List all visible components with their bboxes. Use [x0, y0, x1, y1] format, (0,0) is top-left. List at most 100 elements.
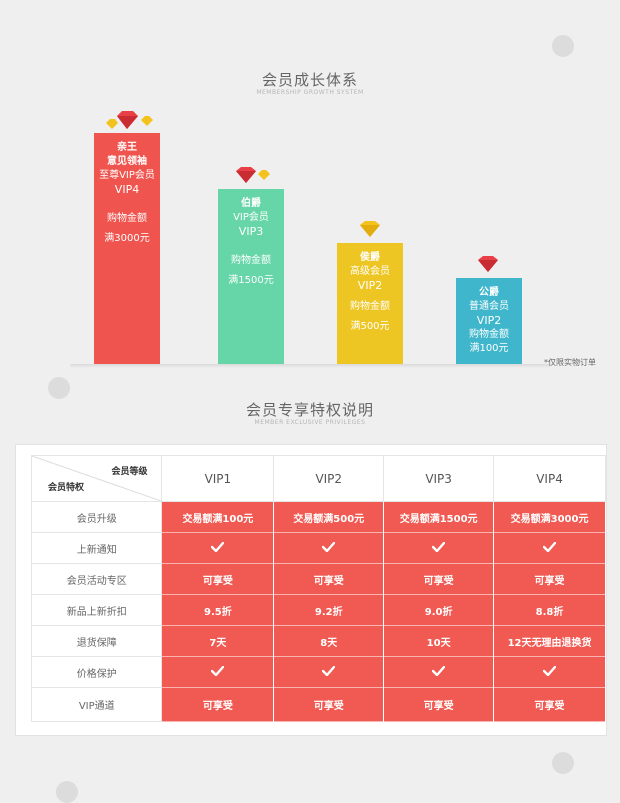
tier-amount: 满500元	[350, 321, 390, 332]
checkmark-icon	[431, 541, 446, 555]
tier-line2: 意见领袖	[107, 156, 147, 167]
privilege-cell: 9.5折	[161, 594, 275, 626]
check-cell	[493, 656, 606, 688]
growth-bars: 亲王 意见领袖 至尊VIP会员 VIP4 购物金额 满3000元 伯爵 VIP会…	[0, 0, 620, 380]
privilege-cell: 8.8折	[493, 594, 606, 626]
tier-line3: 高级会员	[350, 266, 390, 277]
privilege-cell: 10天	[383, 625, 495, 657]
diamond-icon	[477, 255, 499, 277]
footnote: *仅限实物订单	[544, 358, 596, 367]
tier-rank: 亲王	[117, 142, 137, 153]
checkmark-icon	[322, 665, 336, 679]
privilege-cell: 可享受	[383, 687, 495, 722]
check-cell	[161, 656, 275, 688]
tier-bar-vip4: 亲王 意见领袖 至尊VIP会员 VIP4 购物金额 满3000元	[94, 133, 160, 366]
privilege-cell: 可享受	[493, 687, 606, 722]
table-row: VIP通道 可享受 可享受 可享受 可享受	[30, 687, 606, 722]
row-label: VIP通道	[30, 687, 163, 722]
row-label: 会员活动专区	[30, 563, 163, 595]
table-row: 价格保护	[30, 656, 606, 688]
checkmark-icon	[431, 665, 446, 679]
background-dot	[552, 35, 574, 57]
privilege-cell: 7天	[161, 625, 275, 657]
check-cell	[273, 656, 385, 688]
column-header: VIP2	[273, 455, 385, 502]
table-row: 退货保障 7天 8天 10天 12天无理由退换货	[30, 625, 606, 657]
table-row: 会员活动专区 可享受 可享受 可享受 可享受	[30, 563, 606, 595]
table-corner: 会员等级 会员特权	[30, 455, 164, 502]
growth-title: 会员成长体系	[261, 71, 358, 89]
tier-amount-label: 购物金额	[107, 213, 147, 224]
privileges-table: 会员等级 会员特权 VIP1 VIP2 VIP3 VIP4 会员升级 交易额满10…	[30, 455, 606, 722]
privilege-cell: 交易额满1500元	[383, 501, 495, 533]
privilege-cell: 8天	[273, 625, 385, 657]
corner-diagonal	[32, 456, 164, 502]
row-label: 新品上新折扣	[30, 594, 163, 626]
tier-line3: 普通会员	[469, 301, 509, 312]
check-cell	[161, 532, 275, 564]
privilege-cell: 9.0折	[383, 594, 495, 626]
background-dot	[48, 377, 70, 399]
check-cell	[273, 532, 385, 564]
privilege-cell: 9.2折	[273, 594, 385, 626]
checkmark-icon	[322, 541, 336, 555]
row-label: 价格保护	[30, 656, 163, 688]
table-row: 会员升级 交易额满100元 交易额满500元 交易额满1500元 交易额满3000元	[30, 501, 606, 533]
checkmark-icon	[211, 665, 225, 679]
tier-rank: 侯爵	[360, 252, 380, 263]
row-label: 退货保障	[30, 625, 163, 657]
privilege-cell: 可享受	[383, 563, 495, 595]
privilege-cell: 可享受	[273, 563, 385, 595]
tier-amount: 满1500元	[228, 275, 274, 286]
check-cell	[383, 656, 495, 688]
checkmark-icon	[542, 665, 557, 679]
check-cell	[383, 532, 495, 564]
diamond-icon	[234, 166, 274, 190]
corner-privilege-label: 会员特权	[48, 483, 85, 493]
privilege-cell: 交易额满500元	[273, 501, 385, 533]
growth-subtitle: MEMBERSHIP GROWTH SYSTEM	[256, 89, 364, 96]
privilege-cell: 可享受	[273, 687, 385, 722]
checkmark-icon	[211, 541, 225, 555]
tier-bar-vip2-senior: 侯爵 高级会员 VIP2 购物金额 满500元	[337, 243, 403, 366]
tier-amount-label: 购物金额	[231, 255, 271, 266]
table-row: 上新通知	[30, 532, 606, 564]
tier-line3: VIP会员	[233, 212, 269, 223]
bar-baseline	[70, 364, 550, 368]
checkmark-icon	[542, 541, 557, 555]
privileges-table-card: 会员等级 会员特权 VIP1 VIP2 VIP3 VIP4 会员升级 交易额满10…	[15, 444, 607, 736]
table-row: 新品上新折扣 9.5折 9.2折 9.0折 8.8折	[30, 594, 606, 626]
privilege-cell: 交易额满100元	[161, 501, 275, 533]
privilege-cell: 可享受	[161, 563, 275, 595]
column-header: VIP3	[383, 455, 495, 502]
tier-amount-label: 购物金额	[469, 329, 509, 340]
privilege-cell: 12天无理由退换货	[493, 625, 606, 657]
tier-line3: 至尊VIP会员	[99, 170, 155, 181]
column-header: VIP1	[161, 455, 275, 502]
privilege-cell: 可享受	[493, 563, 606, 595]
tier-rank: 公爵	[479, 287, 499, 298]
table-header-row: 会员等级 会员特权 VIP1 VIP2 VIP3 VIP4	[30, 455, 606, 502]
row-label: 会员升级	[30, 501, 163, 533]
check-cell	[493, 532, 606, 564]
background-dot	[56, 781, 78, 803]
privileges-title: 会员专享特权说明	[245, 401, 374, 419]
corner-level-label: 会员等级	[111, 467, 148, 477]
tier-amount-label: 购物金额	[350, 301, 390, 312]
tier-level: VIP2	[476, 314, 502, 327]
tier-level: VIP4	[114, 183, 140, 196]
column-header: VIP4	[493, 455, 606, 502]
diamond-icon	[105, 110, 155, 136]
diamond-icon	[359, 220, 381, 242]
tier-level: VIP3	[238, 225, 264, 238]
row-label: 上新通知	[30, 532, 163, 564]
tier-bar-vip3: 伯爵 VIP会员 VIP3 购物金额 满1500元	[218, 189, 284, 366]
tier-rank: 伯爵	[241, 198, 261, 209]
privilege-cell: 可享受	[161, 687, 275, 722]
tier-amount: 满3000元	[104, 233, 150, 244]
tier-amount: 满100元	[469, 343, 509, 354]
tier-bar-vip2-basic: 公爵 普通会员 VIP2 购物金额 满100元	[456, 278, 522, 366]
privileges-subtitle: MEMBER EXCLUSIVE PRIVILEGES	[254, 419, 366, 426]
tier-level: VIP2	[357, 279, 383, 292]
privilege-cell: 交易额满3000元	[493, 501, 606, 533]
